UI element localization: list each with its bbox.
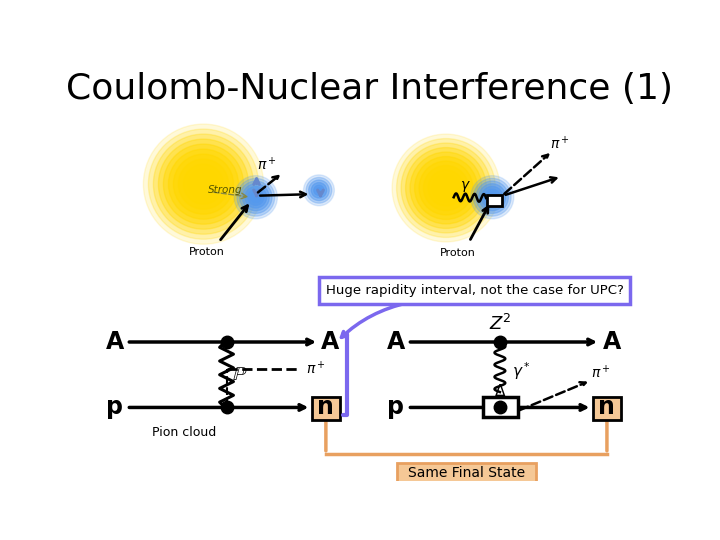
Circle shape [163, 144, 243, 224]
FancyBboxPatch shape [397, 463, 536, 483]
Text: p: p [107, 395, 123, 420]
Text: $\pi^+$: $\pi^+$ [257, 156, 277, 173]
Text: $\gamma$: $\gamma$ [460, 179, 471, 194]
Text: Proton: Proton [440, 248, 475, 259]
Circle shape [245, 186, 266, 208]
Circle shape [240, 181, 272, 213]
Text: n: n [598, 395, 616, 420]
Circle shape [168, 149, 238, 219]
Text: $\pi^+$: $\pi^+$ [550, 136, 570, 153]
Text: Coulomb‑Nuclear Interference (1): Coulomb‑Nuclear Interference (1) [66, 72, 672, 106]
Circle shape [143, 124, 264, 244]
Circle shape [314, 185, 324, 195]
Circle shape [476, 181, 508, 213]
Circle shape [471, 176, 514, 219]
Text: Same Final State: Same Final State [408, 466, 525, 480]
Circle shape [179, 159, 228, 209]
Text: A: A [106, 330, 124, 354]
Text: Pion cloud: Pion cloud [152, 427, 216, 440]
Circle shape [189, 169, 218, 199]
Text: A: A [387, 330, 405, 354]
Circle shape [311, 183, 327, 198]
Circle shape [234, 176, 277, 219]
Circle shape [433, 174, 459, 201]
Text: $\pi^+$: $\pi^+$ [306, 360, 325, 377]
Text: $Z^2$: $Z^2$ [489, 314, 511, 334]
Circle shape [148, 129, 258, 239]
FancyBboxPatch shape [487, 195, 503, 206]
Circle shape [401, 143, 491, 233]
Circle shape [184, 164, 223, 204]
Text: $\mathbb{P}$: $\mathbb{P}$ [232, 365, 248, 384]
Text: Huge rapidity interval, not the case for UPC?: Huge rapidity interval, not the case for… [325, 284, 624, 297]
Circle shape [174, 154, 233, 214]
Circle shape [248, 189, 264, 205]
Text: $\pi^+$: $\pi^+$ [590, 364, 611, 381]
Circle shape [243, 184, 269, 211]
Circle shape [441, 184, 451, 192]
Circle shape [304, 175, 334, 206]
FancyBboxPatch shape [312, 397, 340, 420]
Circle shape [194, 174, 213, 194]
Circle shape [397, 139, 495, 238]
Circle shape [415, 157, 477, 219]
Circle shape [419, 161, 473, 215]
Circle shape [237, 178, 274, 216]
Circle shape [153, 134, 253, 234]
Text: A: A [603, 330, 621, 354]
Circle shape [484, 189, 500, 205]
FancyBboxPatch shape [593, 397, 621, 420]
Text: p: p [387, 395, 405, 420]
Circle shape [490, 194, 495, 200]
Circle shape [428, 170, 464, 206]
Text: $\gamma^*$: $\gamma^*$ [512, 360, 531, 382]
Circle shape [487, 192, 498, 202]
Circle shape [410, 152, 482, 224]
Circle shape [158, 139, 248, 229]
Circle shape [199, 179, 209, 189]
Circle shape [479, 184, 505, 211]
Circle shape [392, 134, 500, 242]
Circle shape [309, 180, 329, 200]
Text: n: n [318, 395, 334, 420]
Circle shape [473, 178, 511, 216]
Circle shape [405, 147, 487, 228]
Circle shape [482, 186, 503, 208]
Circle shape [423, 166, 469, 211]
Circle shape [251, 192, 261, 202]
FancyBboxPatch shape [483, 397, 518, 417]
Circle shape [306, 178, 332, 203]
Text: Proton: Proton [189, 247, 225, 257]
Circle shape [437, 179, 455, 197]
Text: Strong: Strong [207, 185, 243, 194]
Text: A: A [321, 330, 340, 354]
Circle shape [253, 194, 258, 200]
Text: $\Delta$: $\Delta$ [494, 382, 506, 399]
Circle shape [316, 188, 322, 193]
